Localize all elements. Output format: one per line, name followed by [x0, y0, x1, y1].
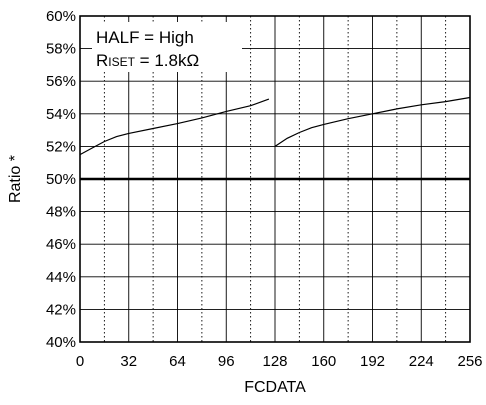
x-tick-label-2: 64: [169, 353, 186, 370]
annotation-box: HALF = High RISET = 1.8kΩ: [92, 22, 242, 72]
y-tick-label-1: 42%: [46, 301, 76, 318]
y-tick-label-6: 52%: [46, 138, 76, 155]
y-tick-label-9: 58%: [46, 41, 76, 58]
y-tick-label-3: 46%: [46, 236, 76, 253]
annotation-line-2: RISET = 1.8kΩ: [96, 51, 199, 70]
annotation-background: [92, 22, 242, 72]
annotation-subscript: ISET: [108, 55, 135, 69]
x-tick-label-6: 192: [360, 353, 385, 370]
x-tick-label-3: 96: [218, 353, 235, 370]
x-tick-label-1: 32: [120, 353, 137, 370]
y-tick-label-7: 54%: [46, 106, 76, 123]
x-tick-label-5: 160: [311, 353, 336, 370]
y-tick-label-10: 60%: [46, 8, 76, 25]
x-tick-label-8: 256: [457, 353, 482, 370]
y-tick-label-5: 50%: [46, 171, 76, 188]
annotation-value: = 1.8kΩ: [135, 51, 199, 70]
tick-labels: 0 32 64 96 128 160 192 224 256 40% 42% 44% 46% 48% 50%…: [46, 8, 483, 370]
annotation-line-1: HALF = High: [96, 28, 194, 47]
y-tick-label-4: 48%: [46, 204, 76, 221]
series-line-segment-2: [274, 96, 471, 147]
x-tick-label-0: 0: [76, 353, 84, 370]
annotation-r: R: [96, 51, 108, 70]
y-axis-label: Ratio *: [7, 155, 24, 203]
y-tick-label-0: 40%: [46, 334, 76, 351]
plot-frame: [79, 15, 471, 343]
x-tick-label-7: 224: [409, 353, 434, 370]
y-tick-label-2: 44%: [46, 269, 76, 286]
series-line-segment-1: [79, 98, 270, 156]
x-axis-label: FCDATA: [244, 379, 306, 396]
x-tick-label-4: 128: [262, 353, 287, 370]
y-tick-label-8: 56%: [46, 73, 76, 90]
series-layer: [79, 96, 471, 181]
